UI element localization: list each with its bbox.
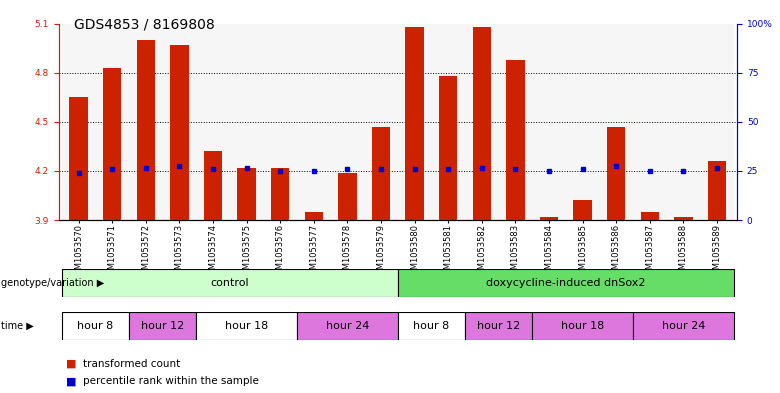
Text: time ▶: time ▶ xyxy=(1,321,34,331)
Bar xyxy=(230,24,264,220)
Bar xyxy=(398,24,431,220)
Bar xyxy=(406,27,424,220)
Bar xyxy=(364,24,398,220)
Bar xyxy=(331,24,364,220)
Bar xyxy=(136,40,155,220)
Bar xyxy=(264,24,297,220)
Bar xyxy=(398,269,734,297)
Bar xyxy=(204,151,222,220)
Bar xyxy=(197,312,297,340)
Bar xyxy=(62,312,129,340)
Bar xyxy=(95,24,129,220)
Bar xyxy=(398,312,465,340)
Text: hour 8: hour 8 xyxy=(413,321,449,331)
Bar xyxy=(62,24,95,220)
Bar xyxy=(439,76,457,220)
Bar xyxy=(129,24,163,220)
Text: transformed count: transformed count xyxy=(83,358,181,369)
Bar xyxy=(498,24,532,220)
Bar xyxy=(540,217,558,220)
Bar xyxy=(465,24,498,220)
Bar xyxy=(674,217,693,220)
Bar xyxy=(339,173,356,220)
Text: doxycycline-induced dnSox2: doxycycline-induced dnSox2 xyxy=(486,278,646,288)
Bar xyxy=(633,312,734,340)
Text: percentile rank within the sample: percentile rank within the sample xyxy=(83,376,259,386)
Text: genotype/variation ▶: genotype/variation ▶ xyxy=(1,278,104,288)
Text: hour 18: hour 18 xyxy=(225,321,268,331)
Bar xyxy=(163,24,197,220)
Text: hour 24: hour 24 xyxy=(661,321,705,331)
Bar xyxy=(667,24,700,220)
Bar xyxy=(465,312,532,340)
Bar xyxy=(297,24,331,220)
Bar xyxy=(532,312,633,340)
Bar xyxy=(62,269,398,297)
Bar xyxy=(607,127,626,220)
Text: hour 18: hour 18 xyxy=(561,321,604,331)
Bar xyxy=(304,212,323,220)
Text: ■: ■ xyxy=(66,376,76,386)
Text: control: control xyxy=(211,278,249,288)
Text: hour 12: hour 12 xyxy=(477,321,520,331)
Bar xyxy=(103,68,122,220)
Bar xyxy=(700,24,734,220)
Bar xyxy=(197,24,230,220)
Bar xyxy=(532,24,566,220)
Bar xyxy=(431,24,465,220)
Bar xyxy=(69,97,88,220)
Bar xyxy=(566,24,599,220)
Bar xyxy=(372,127,390,220)
Text: ■: ■ xyxy=(66,358,76,369)
Bar xyxy=(506,60,525,220)
Text: hour 12: hour 12 xyxy=(141,321,184,331)
Bar xyxy=(707,161,726,220)
Text: hour 24: hour 24 xyxy=(326,321,369,331)
Bar xyxy=(599,24,633,220)
Bar xyxy=(573,200,592,220)
Bar xyxy=(640,212,659,220)
Bar xyxy=(237,168,256,220)
Bar xyxy=(170,45,189,220)
Text: GDS4853 / 8169808: GDS4853 / 8169808 xyxy=(74,18,214,32)
Text: hour 8: hour 8 xyxy=(77,321,114,331)
Bar xyxy=(129,312,197,340)
Bar xyxy=(297,312,398,340)
Bar xyxy=(633,24,667,220)
Bar xyxy=(473,27,491,220)
Bar xyxy=(271,168,289,220)
